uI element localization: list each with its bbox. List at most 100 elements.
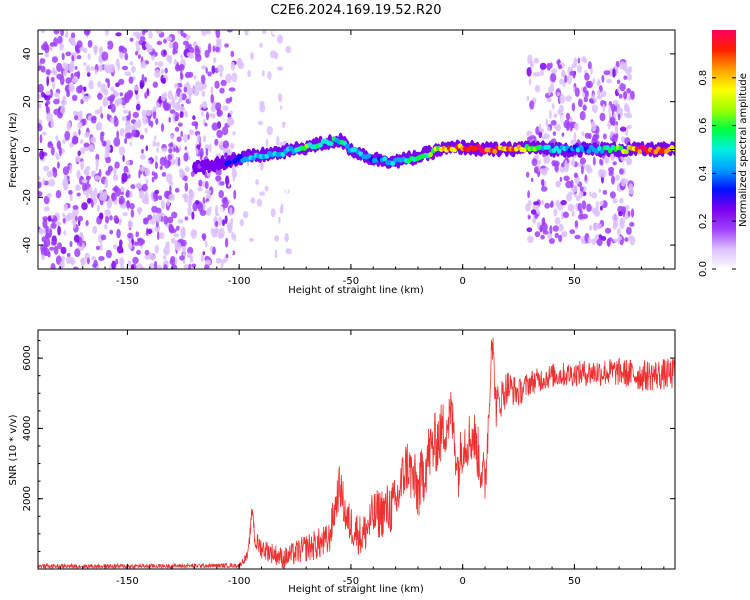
noise-blob xyxy=(553,208,558,217)
noise-blob xyxy=(56,221,61,227)
noise-blob xyxy=(72,110,79,116)
noise-blob xyxy=(541,199,544,206)
noise-blob xyxy=(104,178,109,189)
noise-blob xyxy=(63,229,67,236)
noise-blob xyxy=(137,54,141,59)
noise-blob xyxy=(79,232,83,237)
noise-blob xyxy=(224,152,228,158)
noise-blob xyxy=(106,146,111,151)
noise-blob xyxy=(264,185,269,192)
noise-blob xyxy=(141,196,148,204)
noise-blob xyxy=(547,126,551,132)
noise-blob xyxy=(88,80,94,90)
noise-blob xyxy=(608,104,611,115)
noise-blob xyxy=(559,78,564,85)
noise-blob xyxy=(38,123,42,128)
noise-blob xyxy=(526,227,533,233)
noise-blob xyxy=(601,74,605,83)
trace-point xyxy=(226,159,232,165)
spectrogram-plot-area xyxy=(38,30,675,269)
noise-blob xyxy=(94,69,98,75)
noise-blob xyxy=(167,159,172,167)
noise-blob xyxy=(569,121,573,132)
trace-point xyxy=(599,148,605,154)
noise-blob xyxy=(123,109,129,114)
y-tick-label: 20 xyxy=(22,95,33,108)
noise-blob xyxy=(550,200,554,208)
noise-blob xyxy=(259,42,263,48)
noise-blob xyxy=(183,193,189,203)
noise-blob xyxy=(628,188,635,195)
noise-blob xyxy=(593,98,598,103)
noise-blob xyxy=(156,147,160,153)
noise-blob xyxy=(76,85,82,94)
noise-blob xyxy=(527,215,531,220)
noise-blob xyxy=(38,175,41,181)
noise-blob xyxy=(559,176,563,183)
noise-blob xyxy=(626,156,630,166)
noise-blob xyxy=(173,146,176,153)
noise-blob xyxy=(76,192,81,197)
noise-blob xyxy=(145,227,149,237)
noise-blob xyxy=(269,50,277,59)
trace-point xyxy=(318,142,323,148)
noise-blob xyxy=(611,175,615,185)
noise-blob xyxy=(628,66,632,73)
noise-blob xyxy=(148,30,153,39)
noise-blob xyxy=(220,259,227,264)
noise-blob xyxy=(597,88,601,98)
noise-blob xyxy=(61,99,67,106)
noise-blob xyxy=(129,202,135,210)
noise-blob xyxy=(56,155,60,161)
y-tick-label: -20 xyxy=(22,189,33,205)
noise-blob xyxy=(42,177,45,186)
noise-blob xyxy=(179,111,184,118)
noise-blob xyxy=(91,200,94,208)
noise-blob xyxy=(45,232,51,238)
noise-blob xyxy=(552,131,557,137)
noise-blob xyxy=(526,171,530,178)
noise-blob xyxy=(214,138,219,146)
y-tick-label: -40 xyxy=(22,237,33,253)
noise-blob xyxy=(554,163,559,172)
noise-blob xyxy=(174,83,179,89)
noise-blob xyxy=(71,94,78,102)
noise-blob xyxy=(215,102,222,111)
noise-blob xyxy=(192,115,196,121)
noise-blob xyxy=(175,242,182,252)
noise-blob xyxy=(237,242,244,247)
noise-blob xyxy=(550,120,557,126)
noise-blob xyxy=(140,154,146,160)
noise-blob xyxy=(259,187,266,193)
noise-blob xyxy=(46,112,53,122)
noise-blob xyxy=(104,66,111,73)
noise-blob xyxy=(56,161,60,169)
noise-blob xyxy=(192,85,198,93)
x-tick-label: -150 xyxy=(116,576,139,587)
noise-blob xyxy=(528,77,532,86)
trace-point xyxy=(366,153,372,159)
trace-point xyxy=(546,144,551,150)
noise-blob xyxy=(106,40,114,50)
noise-blob xyxy=(127,232,134,239)
noise-blob xyxy=(540,68,544,77)
noise-blob xyxy=(124,52,129,61)
noise-blob xyxy=(86,72,91,77)
noise-blob xyxy=(543,133,550,140)
noise-blob xyxy=(139,134,145,140)
noise-blob xyxy=(617,113,621,121)
noise-blob xyxy=(49,246,55,251)
noise-blob xyxy=(574,220,579,228)
noise-blob xyxy=(571,210,575,217)
noise-blob xyxy=(155,30,163,35)
noise-blob xyxy=(180,229,186,239)
noise-blob xyxy=(169,185,172,193)
noise-blob xyxy=(212,113,216,119)
noise-blob xyxy=(162,77,166,84)
noise-blob xyxy=(549,225,553,235)
noise-blob xyxy=(565,95,572,102)
y-tick-label: 4000 xyxy=(22,416,33,441)
noise-blob xyxy=(85,165,91,171)
noise-blob xyxy=(582,59,588,63)
